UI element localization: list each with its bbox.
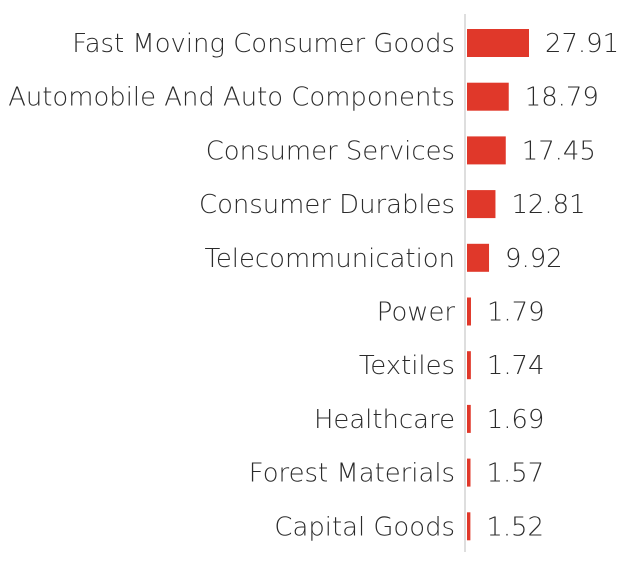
value-label: 1.79 (487, 298, 545, 328)
bar (467, 136, 506, 165)
value-label: 9.92 (505, 244, 563, 274)
bar (467, 404, 471, 433)
category-label: Consumer Durables (199, 190, 455, 220)
bar (467, 297, 471, 326)
value-label: 18.79 (525, 83, 599, 113)
bar (467, 351, 471, 380)
category-label: Automobile And Auto Components (8, 83, 455, 113)
category-label: Forest Materials (249, 459, 455, 489)
value-label: 1.74 (487, 351, 545, 381)
category-label: Textiles (359, 351, 455, 381)
category-label: Capital Goods (274, 512, 455, 542)
category-label: Telecommunication (204, 244, 455, 274)
bar (467, 512, 471, 541)
category-label: Consumer Services (206, 136, 455, 166)
category-label: Power (377, 298, 456, 328)
value-label: 17.45 (522, 136, 596, 166)
bar (467, 458, 471, 487)
value-label: 1.69 (487, 405, 545, 435)
bar (467, 190, 496, 219)
value-label: 27.91 (545, 29, 619, 59)
bar (467, 82, 509, 111)
value-label: 1.52 (486, 512, 544, 542)
category-label: Healthcare (314, 405, 455, 435)
value-labels: 27.91 18.79 17.45 12.81 9.92 1.79 1.74 1.69 1.57… (486, 29, 619, 542)
category-label: Fast Moving Consumer Goods (72, 29, 455, 59)
bar (467, 243, 490, 272)
value-label: 1.57 (486, 459, 544, 489)
category-labels: Fast Moving Consumer Goods Automobile And… (8, 29, 455, 542)
bars-layer (467, 29, 529, 541)
bar (467, 29, 529, 57)
value-label: 12.81 (511, 190, 585, 220)
